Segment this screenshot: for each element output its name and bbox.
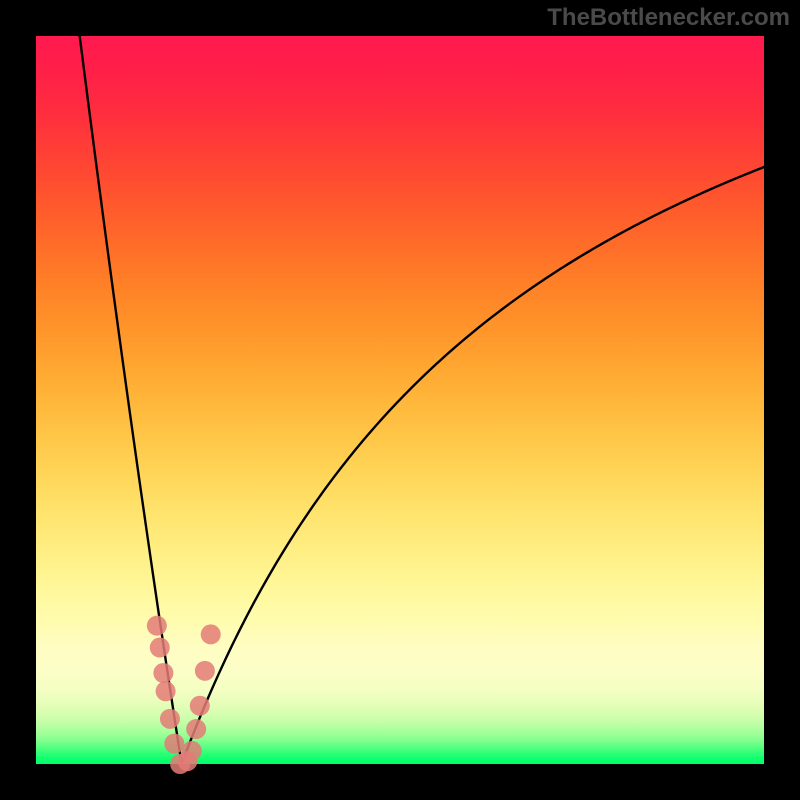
watermark-text: TheBottlenecker.com xyxy=(547,4,790,32)
vertex-marker xyxy=(186,719,206,739)
vertex-marker xyxy=(195,661,215,681)
vertex-marker xyxy=(160,709,180,729)
chart-container: TheBottlenecker.com xyxy=(0,0,800,800)
vertex-marker xyxy=(201,624,221,644)
vertex-marker xyxy=(182,741,202,761)
vertex-marker xyxy=(164,734,184,754)
vertex-marker xyxy=(190,696,210,716)
vertex-marker xyxy=(156,681,176,701)
vertex-marker xyxy=(147,616,167,636)
vertex-marker xyxy=(153,663,173,683)
vertex-marker xyxy=(150,638,170,658)
chart-svg xyxy=(0,0,800,800)
